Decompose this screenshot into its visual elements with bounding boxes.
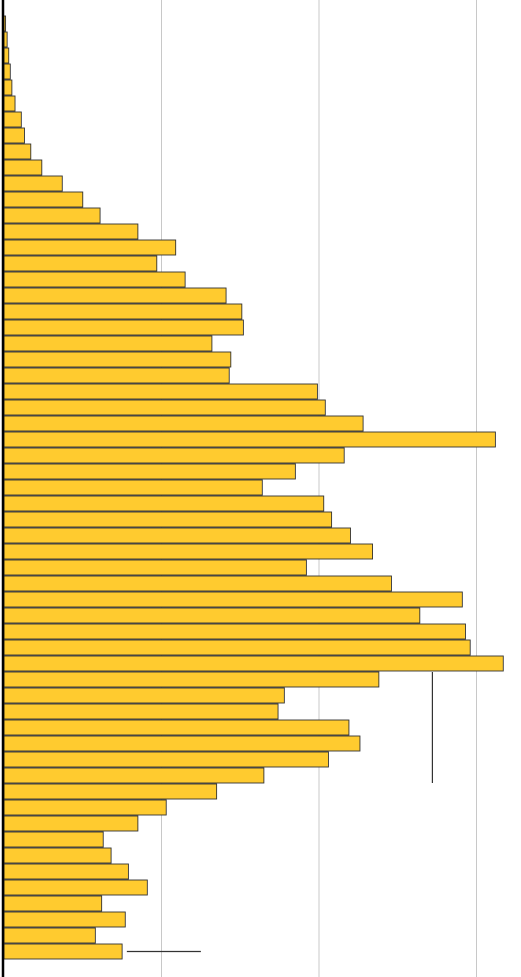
bar-39 — [3, 623, 466, 640]
bar-45 — [3, 719, 350, 736]
bar-40 — [3, 639, 471, 656]
bar-17 — [3, 271, 186, 288]
bar-57 — [3, 911, 126, 928]
bar-47 — [3, 751, 329, 768]
bar-25 — [3, 399, 326, 416]
bar-2 — [3, 31, 8, 48]
bar-29 — [3, 463, 296, 480]
bar-21 — [3, 335, 213, 352]
bar-55 — [3, 879, 148, 896]
bar-35 — [3, 559, 307, 576]
bar-3 — [3, 47, 10, 64]
bar-15 — [3, 239, 177, 256]
bar-46 — [3, 735, 361, 752]
bar-42 — [3, 671, 380, 688]
bar-layer — [3, 15, 504, 960]
bar-51 — [3, 815, 139, 832]
bar-7 — [3, 111, 22, 128]
bar-32 — [3, 511, 333, 528]
bar-30 — [3, 479, 263, 496]
bar-36 — [3, 575, 392, 592]
bar-5 — [3, 79, 13, 96]
bar-8 — [3, 127, 25, 144]
bar-23 — [3, 367, 230, 384]
bar-44 — [3, 703, 279, 720]
bar-31 — [3, 495, 325, 512]
annotation-layer — [126, 672, 433, 953]
bar-58 — [3, 927, 96, 944]
bar-12 — [3, 191, 84, 208]
bar-11 — [3, 175, 63, 192]
bar-22 — [3, 351, 232, 368]
bar-24 — [3, 383, 318, 400]
bar-6 — [3, 95, 16, 112]
bar-49 — [3, 783, 218, 800]
bar-16 — [3, 255, 158, 272]
bar-53 — [3, 847, 112, 864]
bar-38 — [3, 607, 421, 624]
bar-26 — [3, 415, 364, 432]
bar-13 — [3, 207, 101, 224]
bar-18 — [3, 287, 227, 304]
bar-20 — [3, 319, 244, 336]
bar-34 — [3, 543, 373, 560]
bar-37 — [3, 591, 463, 608]
bar-52 — [3, 831, 104, 848]
bar-4 — [3, 63, 11, 80]
bar-19 — [3, 303, 243, 320]
bar-50 — [3, 799, 167, 816]
bar-33 — [3, 527, 351, 544]
bar-27 — [3, 431, 496, 448]
bar-43 — [3, 687, 285, 704]
bar-59 — [3, 943, 123, 960]
bar-9 — [3, 143, 32, 160]
bar-48 — [3, 767, 265, 784]
bar-10 — [3, 159, 43, 176]
bar-56 — [3, 895, 103, 912]
bar-28 — [3, 447, 345, 464]
bar-54 — [3, 863, 129, 880]
bar-14 — [3, 223, 139, 240]
bar-41 — [3, 655, 504, 672]
